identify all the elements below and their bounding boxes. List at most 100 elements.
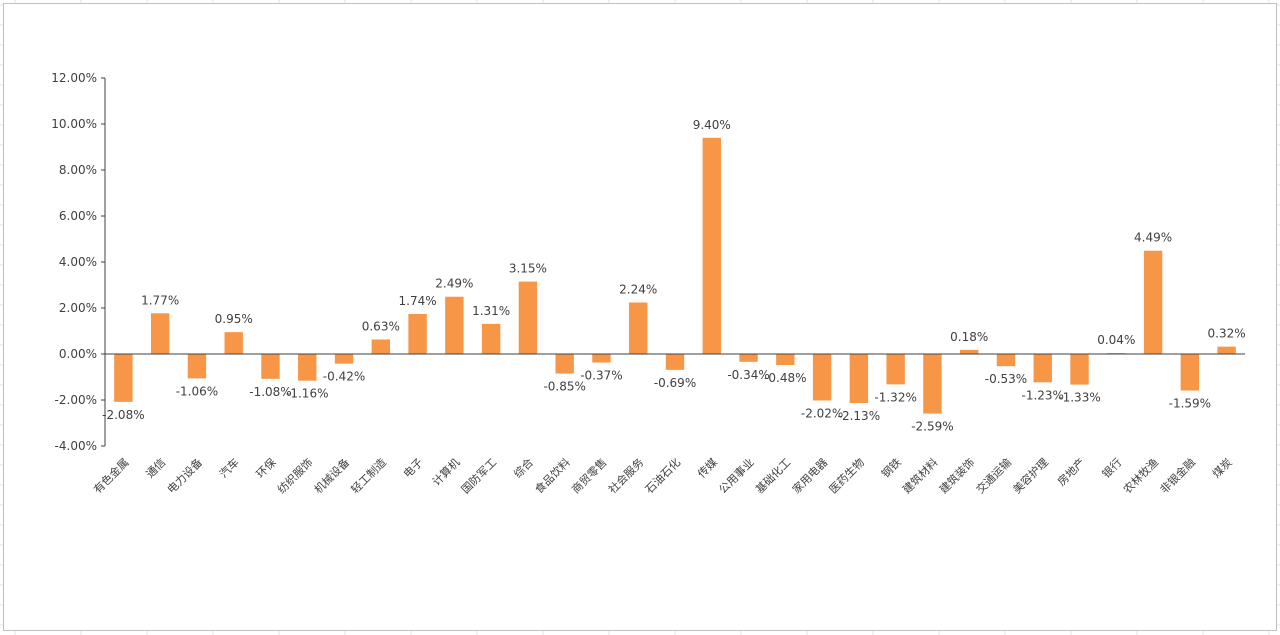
bar xyxy=(224,332,243,354)
y-tick-label: 2.00% xyxy=(59,301,97,315)
chart-area[interactable]: -4.00% -2.00% 0.00% 2.00% 4.00% 6.00% 8.00% 10.… xyxy=(3,3,1277,631)
bar xyxy=(702,137,721,354)
bar xyxy=(923,354,942,414)
bar xyxy=(960,349,979,354)
bar xyxy=(886,354,905,385)
bar xyxy=(408,313,427,354)
data-label: -1.33% xyxy=(1058,391,1100,405)
data-label: -0.69% xyxy=(654,376,696,390)
data-label: 2.24% xyxy=(619,282,657,296)
data-label: -2.08% xyxy=(102,408,144,422)
data-label: 0.63% xyxy=(362,320,400,334)
data-label: -1.23% xyxy=(1022,388,1064,402)
bar xyxy=(114,354,133,402)
x-tick-label: 美容护理 xyxy=(1010,455,1051,496)
y-tick-label: 0.00% xyxy=(59,347,97,361)
data-label: -0.48% xyxy=(764,371,806,385)
x-tick-label: 交通运输 xyxy=(973,455,1014,496)
y-tick-label: -2.00% xyxy=(55,393,97,407)
data-label: 2.49% xyxy=(435,277,473,291)
x-tick-label: 农林牧渔 xyxy=(1120,455,1161,496)
x-tick-label: 基础化工 xyxy=(752,455,793,496)
data-label: -2.13% xyxy=(838,409,880,423)
data-label: 1.74% xyxy=(399,294,437,308)
data-label: -1.06% xyxy=(176,384,218,398)
x-tick-label: 汽车 xyxy=(216,455,241,480)
x-tick-label: 环保 xyxy=(253,455,278,480)
x-tick-label: 公用事业 xyxy=(716,456,756,496)
x-tick-label: 电力设备 xyxy=(164,455,205,496)
x-tick-label: 轻工制造 xyxy=(348,455,389,496)
x-tick-label: 房地产 xyxy=(1054,455,1087,488)
x-tick-label: 有色金属 xyxy=(90,455,131,496)
bar xyxy=(187,354,207,379)
bar xyxy=(334,354,354,364)
bar xyxy=(1143,250,1163,354)
data-label: 0.04% xyxy=(1097,333,1135,347)
x-tick-label: 家用电器 xyxy=(789,455,830,496)
x-tick-label: 通信 xyxy=(144,456,169,481)
x-tick-label: 综合 xyxy=(511,455,536,480)
x-tick-label: 建筑装饰 xyxy=(936,455,977,496)
x-tick-label: 商贸零售 xyxy=(569,455,610,496)
bar xyxy=(776,354,795,366)
data-label: 0.95% xyxy=(215,312,253,326)
bar xyxy=(592,354,611,363)
bar xyxy=(261,354,280,379)
y-tick-label: 12.00% xyxy=(51,71,97,85)
x-tick-label: 食品饮料 xyxy=(532,455,573,496)
x-tick-label: 纺织服饰 xyxy=(274,455,315,496)
x-tick-label: 医药生物 xyxy=(826,455,867,496)
data-label: -0.85% xyxy=(543,380,585,394)
x-tick-label: 社会服务 xyxy=(605,455,646,496)
x-tick-label: 计算机 xyxy=(429,455,462,488)
x-tick-label: 煤炭 xyxy=(1210,456,1235,481)
data-label: 0.18% xyxy=(950,330,988,344)
bar xyxy=(481,323,501,354)
x-tick-label: 国防军工 xyxy=(458,455,499,496)
data-label: -1.32% xyxy=(874,390,916,404)
data-label: -0.34% xyxy=(727,368,769,382)
x-tick-label: 非银金融 xyxy=(1157,455,1198,496)
bars xyxy=(114,137,1236,414)
y-tick-label: 10.00% xyxy=(51,117,97,131)
data-label: -1.08% xyxy=(249,385,291,399)
data-label: -1.16% xyxy=(286,387,328,401)
data-label: 1.31% xyxy=(472,304,510,318)
x-tick-label: 传媒 xyxy=(695,456,720,481)
data-label: 9.40% xyxy=(693,118,731,132)
bar xyxy=(739,354,758,362)
bar xyxy=(849,354,869,403)
x-tick-label: 电子 xyxy=(401,456,426,481)
data-label: -2.02% xyxy=(801,406,843,420)
y-tick-label: 8.00% xyxy=(59,163,97,177)
data-label: 1.77% xyxy=(141,293,179,307)
data-label: -2.59% xyxy=(911,420,953,434)
bar xyxy=(371,339,390,354)
x-tick-label: 银行 xyxy=(1099,455,1124,480)
bar xyxy=(1217,346,1236,354)
bar-chart: -4.00% -2.00% 0.00% 2.00% 4.00% 6.00% 8.00% 10.… xyxy=(51,71,1246,496)
y-tick-label: 6.00% xyxy=(59,209,97,223)
y-axis: -4.00% -2.00% 0.00% 2.00% 4.00% 6.00% 8.00% 10.… xyxy=(51,71,106,453)
bar xyxy=(555,354,574,374)
bar xyxy=(150,313,170,354)
bar xyxy=(665,354,685,370)
bar xyxy=(1180,354,1200,391)
bar xyxy=(629,302,648,354)
data-label: -0.53% xyxy=(985,372,1027,386)
data-label: -0.42% xyxy=(323,370,365,384)
bar xyxy=(445,296,464,354)
y-tick-label: 4.00% xyxy=(59,255,97,269)
bar xyxy=(298,354,317,381)
x-tick-label: 建筑材料 xyxy=(900,455,941,496)
x-tick-label: 石油石化 xyxy=(642,455,683,496)
data-labels: -2.08% 1.77% -1.06% 0.95% -1.08%-1.16% -0.42%… xyxy=(102,118,1246,434)
data-label: -1.59% xyxy=(1169,397,1211,411)
x-tick-label: 机械设备 xyxy=(311,455,352,496)
bar xyxy=(812,354,832,401)
data-label: 0.32% xyxy=(1208,327,1246,341)
y-tick-label: -4.00% xyxy=(55,439,97,453)
bar xyxy=(518,281,538,354)
